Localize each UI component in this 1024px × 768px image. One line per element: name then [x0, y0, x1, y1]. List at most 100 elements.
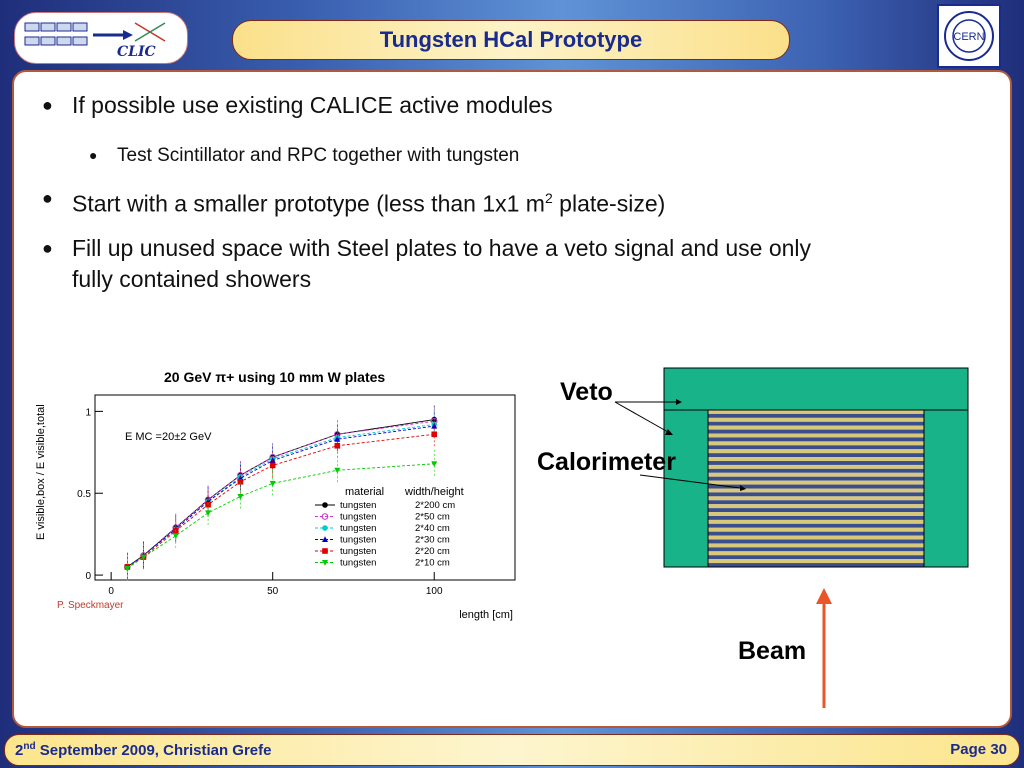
slide-title: Tungsten HCal Prototype — [379, 27, 643, 52]
calorimeter-layer — [708, 500, 924, 505]
page-number: 30 — [990, 741, 1007, 758]
calorimeter-layer — [708, 457, 924, 462]
calorimeter-layer — [708, 531, 924, 536]
legend-material: tungsten — [340, 535, 376, 546]
shower-containment-chart: 0 0.5 1 0 50 100 length [cm] E visible,box / E … — [35, 394, 516, 621]
x-axis-label: length [cm] — [459, 609, 513, 621]
bullet-2-text: Start with a smaller prototype (less tha… — [72, 190, 545, 217]
legend-material: tungsten — [340, 546, 376, 557]
data-point — [269, 462, 276, 469]
legend-material: tungsten — [340, 558, 376, 569]
calorimeter-layer — [708, 464, 924, 469]
steel-left — [663, 409, 709, 568]
calorimeter-layer — [708, 425, 924, 430]
data-point — [334, 467, 341, 474]
calorimeter-layer — [708, 433, 924, 438]
clic-logo: CLIC — [14, 12, 188, 64]
x-tick-label: 100 — [426, 586, 443, 597]
x-tick-label: 50 — [267, 586, 279, 597]
y-tick-label: 0.5 — [77, 489, 91, 500]
series-line — [127, 425, 435, 568]
data-point — [322, 502, 328, 508]
data-point — [140, 554, 147, 561]
series-line — [127, 424, 435, 568]
calorimeter-layer — [708, 508, 924, 513]
calorimeter-layer — [708, 543, 924, 548]
slide-title-banner: Tungsten HCal Prototype — [232, 20, 790, 60]
bullet-dot: ● — [42, 238, 53, 258]
legend-header-material: material — [345, 486, 384, 498]
legend-material: tungsten — [340, 523, 376, 534]
calorimeter-layer — [708, 527, 924, 532]
legend-size: 2*10 cm — [415, 558, 450, 569]
calorimeter-layer — [708, 445, 924, 450]
calorimeter-layer — [708, 551, 924, 556]
superscript: 2 — [544, 190, 553, 206]
bullet-1-text: If possible use existing CALICE active m… — [72, 92, 553, 118]
y-axis-label: E visible,box / E visible,total — [35, 404, 47, 540]
bullet-1a-text: Test Scintillator and RPC together with … — [117, 145, 520, 166]
data-point — [322, 525, 328, 531]
calorimeter-label: Calorimeter — [537, 448, 676, 476]
calorimeter-layer — [708, 504, 924, 509]
energy-annotation: E MC =20±2 GeV — [125, 431, 212, 443]
series-line — [127, 420, 435, 568]
beam-label: Beam — [738, 637, 807, 665]
bullet-dot: ● — [89, 147, 98, 163]
cern-logo: CERN — [937, 4, 1001, 68]
legend-header-size: width/height — [404, 486, 464, 498]
data-point — [172, 533, 179, 539]
calorimeter-layer — [708, 468, 924, 473]
calorimeter-layer — [708, 453, 924, 458]
steel-right — [923, 409, 969, 568]
calorimeter-layer — [708, 413, 924, 418]
x-tick-label: 0 — [108, 586, 114, 597]
data-point — [431, 431, 438, 438]
calorimeter-frame — [707, 409, 925, 568]
svg-text:CLIC: CLIC — [117, 44, 156, 60]
calorimeter-layer — [708, 421, 924, 426]
calorimeter-layer — [708, 519, 924, 524]
data-point — [237, 478, 244, 485]
veto-label: Veto — [560, 378, 613, 406]
svg-text:CERN: CERN — [953, 31, 984, 43]
calorimeter-layer — [708, 449, 924, 454]
calorimeter-layer — [708, 555, 924, 560]
calorimeter-layer — [708, 492, 924, 497]
bullet-2: ● Start with a smaller prototype (less t… — [42, 183, 665, 220]
y-tick-label: 0 — [85, 571, 91, 582]
bullet-3: ● Fill up unused space with Steel plates… — [42, 233, 812, 295]
footer-bar: 2nd September 2009, Christian Grefe Page… — [4, 734, 1020, 766]
legend-size: 2*40 cm — [415, 523, 450, 534]
footer-page: Page 30 — [950, 741, 1007, 758]
legend-size: 2*20 cm — [415, 546, 450, 557]
bullet-1a: ● Test Scintillator and RPC together wit… — [89, 140, 520, 171]
bullet-1: ● If possible use existing CALICE active… — [42, 90, 553, 121]
data-point — [334, 442, 341, 449]
series-line — [127, 433, 435, 568]
data-point — [321, 513, 329, 520]
calorimeter-layer — [708, 539, 924, 544]
data-point — [205, 510, 212, 517]
veto-pointer-2 — [614, 401, 669, 433]
data-point — [334, 436, 341, 442]
bullet-3-line-1: Fill up unused space with Steel plates t… — [72, 235, 812, 261]
calorimeter-layer — [708, 417, 924, 422]
legend-material: tungsten — [340, 500, 376, 511]
prototype-diagram — [614, 367, 969, 708]
bullet-dot: ● — [42, 188, 53, 208]
calorimeter-layer — [708, 472, 924, 477]
data-point — [124, 566, 131, 572]
plot-frame — [94, 394, 516, 581]
calorimeter-layer — [708, 480, 924, 485]
calorimeter-layer — [708, 547, 924, 552]
bullet-dot: ● — [42, 95, 53, 115]
legend-material: tungsten — [340, 512, 376, 523]
chart-credit: P. Speckmayer — [57, 600, 124, 611]
data-point — [322, 548, 328, 554]
legend-size: 2*50 cm — [415, 512, 450, 523]
calorimeter-layer — [708, 429, 924, 434]
calorimeter-pointer — [639, 474, 741, 489]
calorimeter-layer — [708, 410, 924, 414]
calorimeter-layer — [708, 515, 924, 520]
